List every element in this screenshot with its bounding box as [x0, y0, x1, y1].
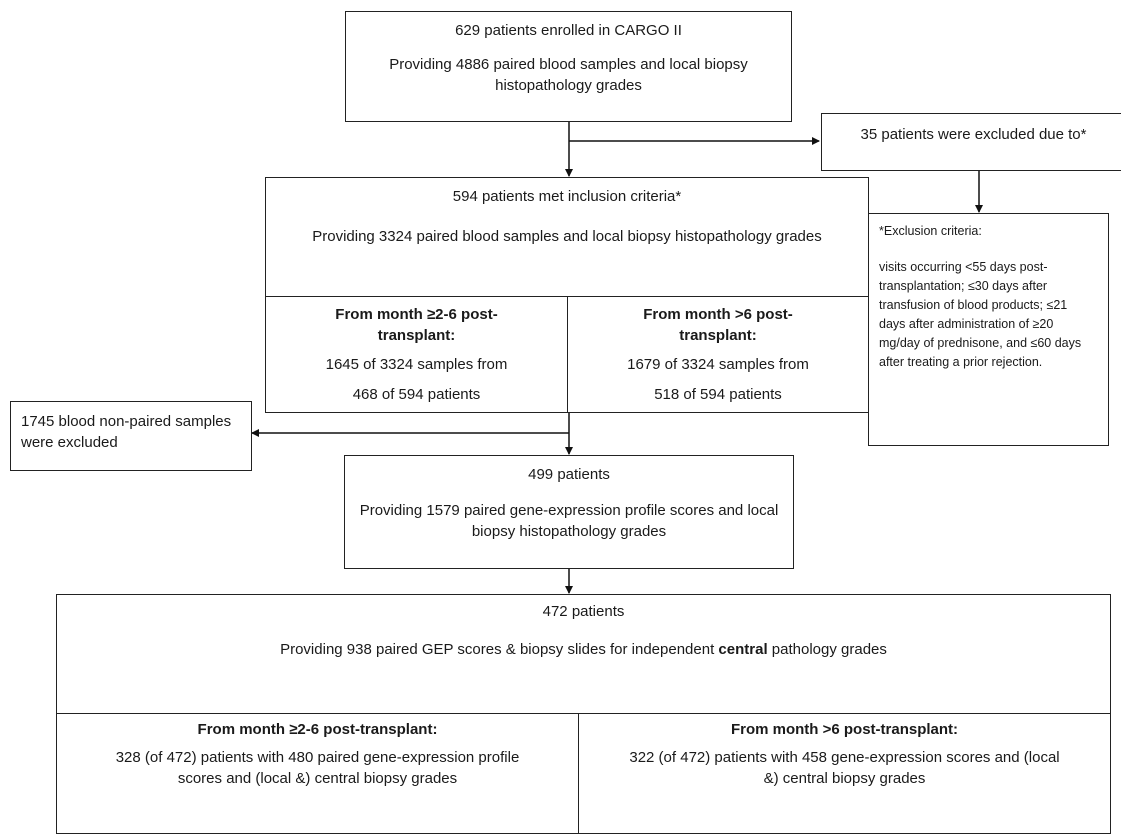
inclusion-left-heading: From month ≥2-6 post-transplant: — [335, 306, 498, 344]
exclusion-criteria-title: *Exclusion criteria: — [879, 224, 982, 238]
inclusion-box: 594 patients met inclusion criteria* Pro… — [265, 177, 869, 413]
p472-title: 472 patients — [542, 603, 625, 620]
excluded-35-text: 35 patients were excluded due to* — [860, 126, 1087, 143]
p472-left-cell: From month ≥2-6 post-transplant: 328 (of… — [57, 713, 578, 833]
inclusion-detail: Providing 3324 paired blood samples and … — [312, 228, 822, 245]
inclusion-title: 594 patients met inclusion criteria* — [452, 188, 682, 205]
enrolled-title: 629 patients enrolled in CARGO II — [455, 22, 682, 39]
p472-detail: Providing 938 paired GEP scores & biopsy… — [57, 639, 1110, 660]
p472-right-heading: From month >6 post-transplant: — [730, 721, 959, 738]
p472-right-cell: From month >6 post-transplant: 322 (of 4… — [579, 713, 1110, 833]
inclusion-right-heading: From month >6 post-transplant: — [643, 306, 793, 344]
p472-box: 472 patients Providing 938 paired GEP sc… — [56, 594, 1111, 834]
p472-divider-horizontal — [57, 713, 1110, 714]
inclusion-right-line1: 1679 of 3324 samples from — [627, 356, 809, 373]
enrolled-box: 629 patients enrolled in CARGO II Provid… — [345, 11, 792, 122]
excluded-1745-text: 1745 blood non-paired samples were exclu… — [21, 413, 232, 451]
p472-detail-bold: central — [718, 641, 768, 658]
excluded-1745-box: 1745 blood non-paired samples were exclu… — [10, 401, 252, 471]
inclusion-right-line2: 518 of 594 patients — [654, 386, 782, 403]
inclusion-left-line1: 1645 of 3324 samples from — [325, 356, 508, 373]
inclusion-left-line2: 468 of 594 patients — [352, 386, 481, 403]
p499-detail: Providing 1579 paired gene-expression pr… — [359, 502, 779, 540]
exclusion-criteria-body: visits occurring <55 days post-transplan… — [879, 260, 1082, 369]
enrolled-detail: Providing 4886 paired blood samples and … — [389, 56, 748, 94]
p499-title: 499 patients — [528, 466, 610, 483]
p472-detail-pre: Providing 938 paired GEP scores & biopsy… — [280, 641, 719, 658]
p472-detail-post: pathology grades — [767, 641, 887, 658]
inclusion-right-cell: From month >6 post-transplant: 1679 of 3… — [568, 296, 868, 412]
p472-divider-vertical — [578, 713, 579, 833]
p472-right-body: 322 (of 472) patients with 458 gene-expr… — [629, 749, 1060, 787]
inclusion-left-cell: From month ≥2-6 post-transplant: 1645 of… — [266, 296, 567, 412]
p499-box: 499 patients Providing 1579 paired gene-… — [344, 455, 794, 569]
p472-left-body: 328 (of 472) patients with 480 paired ge… — [115, 749, 520, 787]
excluded-35-box: 35 patients were excluded due to* — [821, 113, 1121, 171]
inclusion-divider-vertical — [567, 296, 568, 412]
p472-left-heading: From month ≥2-6 post-transplant: — [197, 721, 438, 738]
exclusion-criteria-box: *Exclusion criteria: visits occurring <5… — [868, 213, 1109, 446]
